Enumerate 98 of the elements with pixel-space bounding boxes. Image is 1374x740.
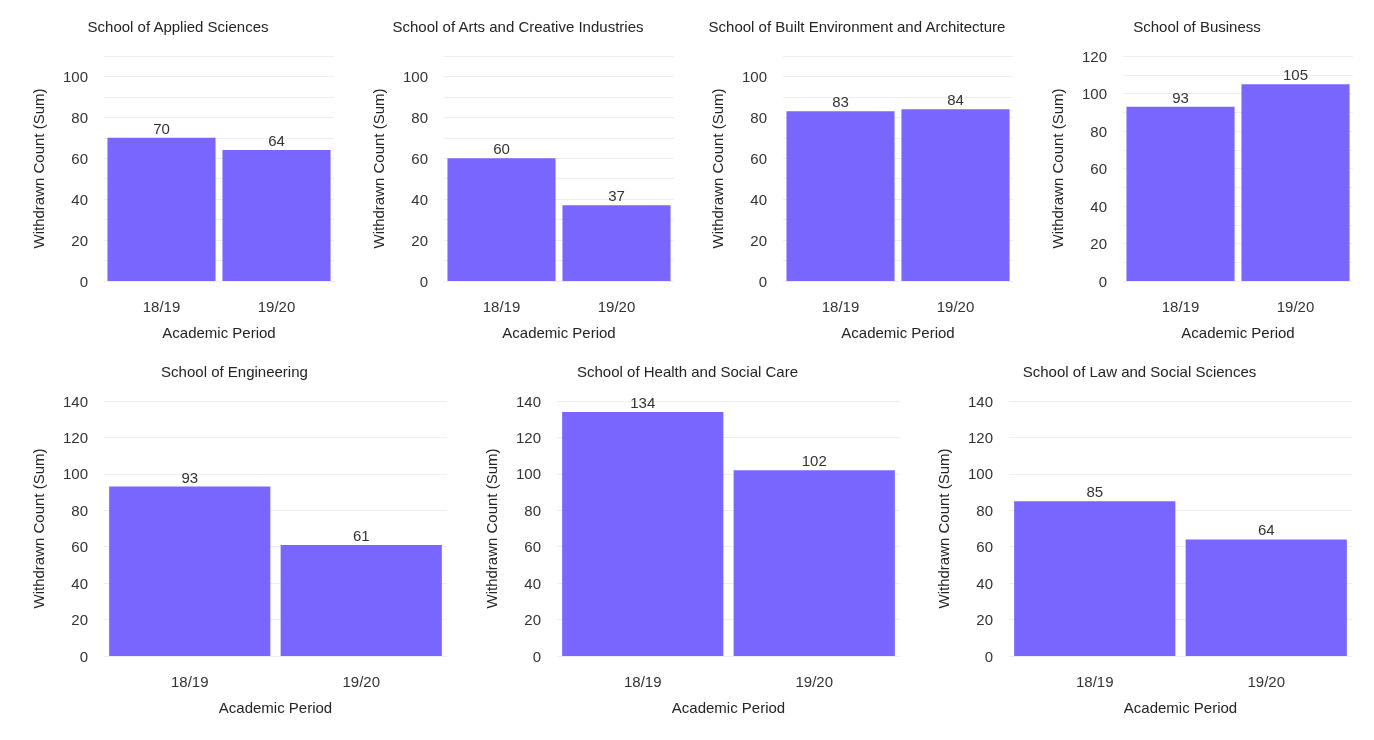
y-tick-label: 60: [71, 538, 88, 556]
y-tick-label: 0: [758, 272, 767, 290]
x-tick-label: 18/19: [170, 673, 209, 690]
y-tick-label: 20: [71, 231, 88, 249]
y-tick-label: 80: [1089, 122, 1107, 140]
x-axis-title: Academic Period: [162, 324, 276, 341]
y-tick-label: 40: [750, 190, 767, 208]
x-tick-label: 18/19: [821, 298, 860, 315]
data-label: 105: [1282, 66, 1308, 84]
y-tick-label: 80: [976, 501, 994, 519]
y-tick-label: 80: [71, 501, 88, 519]
chart-title: School of Health and Social Care: [576, 363, 798, 380]
y-tick-label: 60: [750, 149, 767, 167]
x-axis-title: Academic Period: [218, 699, 333, 716]
y-tick-label: 60: [976, 538, 994, 556]
data-label: 64: [268, 132, 285, 150]
y-tick-label: 100: [62, 67, 88, 85]
y-tick-label: 60: [71, 149, 88, 167]
data-label: 70: [153, 119, 170, 137]
y-tick-label: 0: [79, 272, 88, 290]
x-tick-label: 18/19: [482, 298, 520, 315]
y-tick-label: 100: [62, 465, 88, 483]
data-label: 93: [1171, 88, 1189, 106]
y-tick-label: 40: [976, 574, 994, 592]
data-label: 37: [607, 187, 625, 205]
y-tick-label: 120: [515, 428, 541, 446]
y-tick-label: 100: [741, 67, 767, 85]
y-tick-label: 100: [402, 67, 428, 85]
x-axis-title: Academic Period: [671, 699, 785, 716]
data-label: 102: [801, 452, 827, 470]
y-axis-title: Withdrawn Count (Sum): [369, 88, 387, 249]
y-tick-label: 0: [1098, 272, 1107, 290]
x-tick-label: 19/20: [257, 298, 296, 315]
x-tick-label: 18/19: [142, 298, 181, 315]
y-tick-label: 120: [62, 428, 88, 446]
x-tick-label: 19/20: [597, 298, 635, 315]
data-label: 85: [1086, 483, 1104, 501]
y-axis-title: Withdrawn Count (Sum): [482, 448, 500, 609]
y-tick-label: 100: [968, 465, 994, 483]
data-label: 134: [629, 393, 655, 411]
y-tick-label: 40: [71, 574, 88, 592]
y-tick-label: 0: [419, 272, 428, 290]
chart-title: School of Built Environment and Architecture: [708, 18, 1006, 35]
y-tick-label: 60: [410, 149, 428, 167]
x-tick-label: 18/19: [1161, 298, 1199, 315]
x-tick-label: 19/20: [1247, 673, 1286, 690]
y-tick-label: 60: [523, 538, 541, 556]
x-tick-label: 19/20: [1276, 298, 1314, 315]
chart-title: School of Engineering: [161, 363, 308, 380]
x-axis-title: Academic Period: [841, 324, 955, 341]
y-tick-label: 20: [1089, 235, 1107, 252]
y-tick-label: 20: [523, 611, 541, 629]
chart-title: School of Arts and Creative Industries: [392, 18, 643, 35]
x-tick-label: 19/20: [342, 673, 381, 690]
y-tick-label: 0: [984, 647, 994, 665]
y-tick-label: 140: [968, 392, 994, 410]
x-tick-label: 19/20: [936, 298, 975, 315]
y-tick-label: 40: [71, 190, 88, 208]
y-tick-label: 20: [976, 611, 994, 629]
y-tick-label: 40: [1089, 197, 1107, 215]
x-tick-label: 18/19: [1076, 673, 1114, 690]
data-label: 61: [352, 526, 370, 544]
y-tick-label: 0: [79, 647, 88, 665]
x-tick-label: 18/19: [623, 673, 662, 690]
y-tick-label: 20: [71, 611, 88, 629]
x-axis-title: Academic Period: [1180, 324, 1295, 341]
y-tick-label: 20: [410, 231, 428, 249]
x-axis-title: Academic Period: [1124, 699, 1238, 716]
chart-title: School of Law and Social Sciences: [1023, 363, 1257, 380]
y-tick-label: 80: [410, 108, 428, 126]
x-tick-label: 19/20: [795, 673, 833, 690]
y-tick-label: 0: [532, 647, 541, 665]
y-axis-title: Withdrawn Count (Sum): [709, 88, 726, 249]
data-label: 83: [832, 93, 849, 111]
x-axis-title: Academic Period: [501, 324, 616, 341]
y-axis-title: Withdrawn Count (Sum): [30, 88, 47, 249]
y-tick-label: 20: [750, 231, 767, 249]
y-tick-label: 40: [410, 190, 428, 208]
y-tick-label: 80: [750, 108, 767, 126]
y-tick-label: 100: [1081, 85, 1107, 102]
data-label: 93: [181, 468, 199, 486]
y-tick-label: 140: [62, 392, 88, 410]
y-tick-label: 140: [515, 392, 541, 410]
y-tick-label: 100: [515, 465, 541, 483]
y-tick-label: 40: [523, 574, 541, 592]
data-label: 84: [947, 91, 964, 109]
y-axis-title: Withdrawn Count (Sum): [30, 448, 47, 609]
chart-title: School of Business: [1132, 18, 1261, 35]
y-tick-label: 120: [1081, 47, 1107, 65]
y-axis-title: Withdrawn Count (Sum): [935, 448, 953, 609]
chart-title: School of Applied Sciences: [87, 18, 269, 35]
data-label: 64: [1258, 521, 1275, 539]
y-tick-label: 80: [71, 108, 88, 126]
y-axis-title: Withdrawn Count (Sum): [1048, 88, 1066, 249]
y-tick-label: 80: [523, 501, 541, 519]
y-tick-label: 60: [1089, 160, 1107, 177]
y-tick-label: 120: [968, 428, 994, 446]
data-label: 60: [492, 140, 510, 158]
